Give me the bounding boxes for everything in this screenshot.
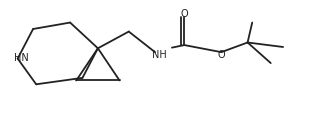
Text: O: O — [218, 50, 225, 60]
Text: O: O — [180, 9, 188, 19]
Text: HN: HN — [14, 53, 29, 63]
Text: NH: NH — [152, 50, 167, 60]
